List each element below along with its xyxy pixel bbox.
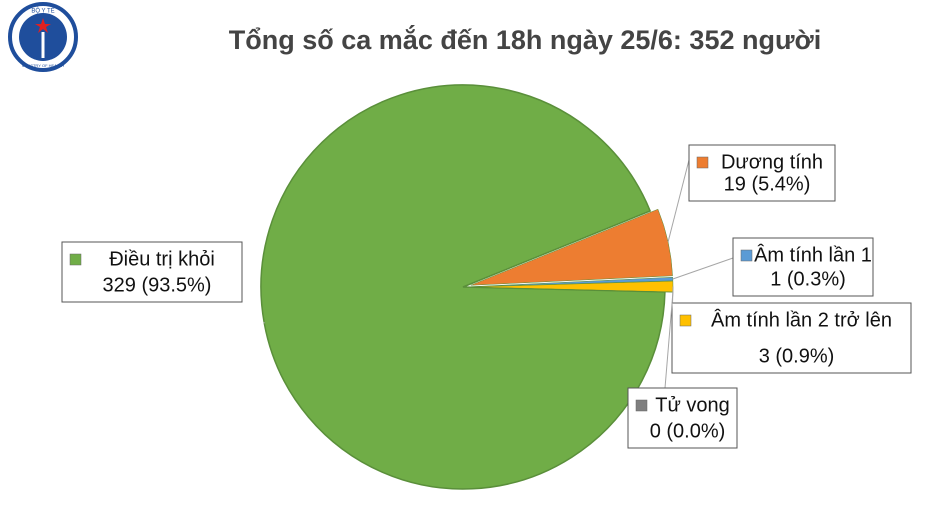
logo: BỘ Y TẾ MINISTRY OF HEALTH: [8, 2, 78, 72]
category-label: Dương tính: [721, 151, 823, 173]
pie-slice: [260, 84, 666, 490]
legend-key: [740, 249, 753, 262]
value-label: 329 (93.5%): [103, 274, 212, 296]
value-label: 3 (0.9%): [759, 345, 835, 367]
callout-box: [61, 241, 243, 303]
chart-title: Tổng số ca mắc đến 18h ngày 25/6: 352 ng…: [229, 24, 821, 55]
callout: Âm tính lần 2 trở lên 3 (0.9%): [671, 302, 912, 374]
callout: Tử vong 0 (0.0%): [627, 387, 738, 449]
legend-key: [635, 399, 648, 412]
category-label: Điều trị khỏi: [109, 248, 215, 270]
value-label: 0 (0.0%): [650, 420, 726, 442]
logo-bottom: MINISTRY OF HEALTH: [22, 63, 64, 68]
callout: Điều trị khỏi 329 (93.5%): [61, 241, 243, 303]
category-label: Âm tính lần 2 trở lên: [711, 308, 892, 331]
value-label: 1 (0.3%): [770, 268, 846, 290]
category-label: Âm tính lần 1: [754, 243, 872, 266]
leader-line: [672, 257, 734, 280]
leader-line: [667, 159, 690, 243]
leader-line: [664, 292, 674, 389]
callout: Âm tính lần 11 (0.3%): [732, 237, 874, 297]
callout-box: [688, 144, 836, 202]
value-label: 19 (5.4%): [724, 173, 811, 195]
logo-star: [35, 18, 51, 33]
legend-key: [679, 314, 692, 327]
callout-box: [732, 237, 874, 297]
callout-box: [627, 387, 738, 449]
category-label: Tử vong: [655, 394, 730, 416]
logo-top: BỘ Y TẾ: [31, 8, 54, 15]
legend-key: [69, 253, 82, 266]
legend-key: [696, 156, 709, 169]
callout-box: [671, 302, 912, 374]
pie-slice: [470, 208, 673, 286]
